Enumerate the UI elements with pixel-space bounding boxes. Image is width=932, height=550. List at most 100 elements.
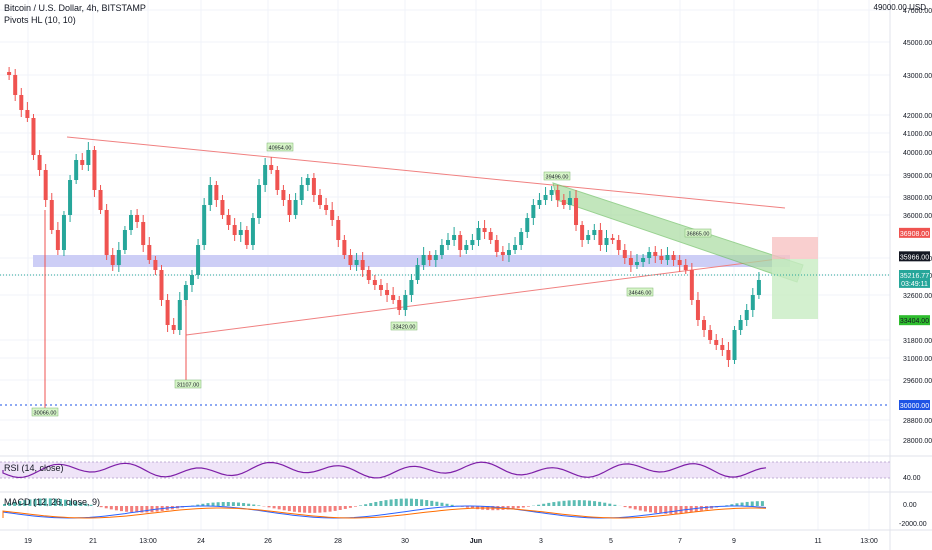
macd-histogram-bar [145,506,149,513]
candle-body [257,185,262,218]
top-price: 49000.00 [873,3,907,12]
pivot-label-text: 39496.00 [546,175,569,181]
candle-body [19,95,24,110]
candle-body [378,285,383,290]
pivot-label: 34646.00 [626,287,654,297]
time-tick: 13:00 [139,538,157,545]
macd-histogram-bar [308,506,312,513]
time-tick: 26 [264,538,272,545]
time-tick: 30 [401,538,409,545]
macd-histogram-bar [567,500,571,506]
candle-body [49,200,54,230]
macd-signal-line [2,507,767,519]
macd-histogram-bar [150,506,154,513]
macd-histogram-bar [608,503,612,506]
candle-body [31,118,36,155]
candle-body [598,230,603,245]
candle-body [250,218,255,245]
pivot-label-text: 34646.00 [629,291,652,297]
macd-histogram-bar [119,506,123,512]
macd-histogram-bar [33,498,37,506]
candle-body [756,280,761,295]
candle-body [391,295,396,300]
candle-body [732,330,737,360]
macd-histogram-bar [450,504,454,506]
candle-body [348,255,353,265]
macd-histogram-bar [58,499,62,506]
candle-body [214,185,219,200]
candle-body [580,225,585,240]
macd-histogram-bar [404,498,408,506]
indicator-legend[interactable]: Pivots HL (10, 10) [4,15,76,25]
pivot-label-bg [266,142,294,152]
candle-body [317,195,322,205]
macd-histogram-bar [196,504,200,506]
candle-body [269,165,274,170]
time-tick: 24 [197,538,205,545]
candle-body [147,245,152,260]
candle-body [116,250,121,265]
macd-legend[interactable]: MACD (12, 26, close, 9) [4,497,101,507]
macd-histogram-bar [435,501,439,506]
currency-code: USD [909,3,926,12]
price-label: 35966.00 [900,254,929,261]
candle-body [92,150,97,190]
macd-histogram-bar [735,503,739,506]
pivot-label-bg [31,407,59,417]
candle-body [141,222,146,245]
macd-histogram-bar [69,500,73,506]
candle-body [244,230,249,245]
candle-body [555,190,560,200]
candle-body [129,215,134,230]
macd-histogram-bar [628,506,632,509]
currency-label[interactable]: 49000.00 USD [874,3,927,12]
price-tick: 31000.00 [903,356,932,363]
pivot-label: 36865.00 [684,228,712,238]
time-tick: 7 [678,538,682,545]
macd-histogram-bar [348,506,352,508]
candle-body [238,230,243,235]
candle-body [482,228,487,232]
candle-body [738,320,743,330]
macd-histogram-bar [272,506,276,509]
candle-body [409,280,414,295]
candle-body [750,295,755,310]
macd-histogram-bar [287,506,291,512]
candle-body [293,200,298,215]
candle-body [476,228,481,240]
macd-histogram-bar [303,506,307,513]
candle-body [171,325,176,330]
candle-body [695,300,700,320]
macd-histogram-bar [48,498,52,506]
candle-body [189,275,194,285]
candle-body [183,285,188,300]
macd-histogram-bar [394,498,398,506]
price-tick: 41000.00 [903,131,932,138]
macd-histogram-bar [526,506,530,507]
price-label-bg [899,400,930,410]
resistance-trendline [66,136,786,209]
candle-body [68,180,73,215]
macd-level: 0.00 [903,502,917,509]
candle-body [665,255,670,260]
pivot-label: 40954.00 [266,142,294,152]
macd-histogram-bar [343,506,347,509]
macd-histogram-bar [135,506,139,513]
rsi-line [2,461,767,479]
candle-body [305,178,310,185]
candle-body [616,240,621,250]
candle-body [464,245,469,250]
macd-histogram-bar [582,500,586,506]
macd-histogram-bar [598,501,602,506]
price-tick: 31800.00 [903,338,932,345]
pivot-label-text: 33420.00 [393,325,416,331]
price-label-bg [899,315,930,326]
candle-body [543,195,548,200]
macd-histogram-bar [516,506,520,509]
macd-histogram-bar [221,502,225,506]
price-tick: 28000.00 [903,438,932,445]
macd-histogram-bar [28,499,32,506]
rsi-legend[interactable]: RSI (14, close) [4,463,64,473]
pivot-label: 30066.00 [31,407,59,417]
